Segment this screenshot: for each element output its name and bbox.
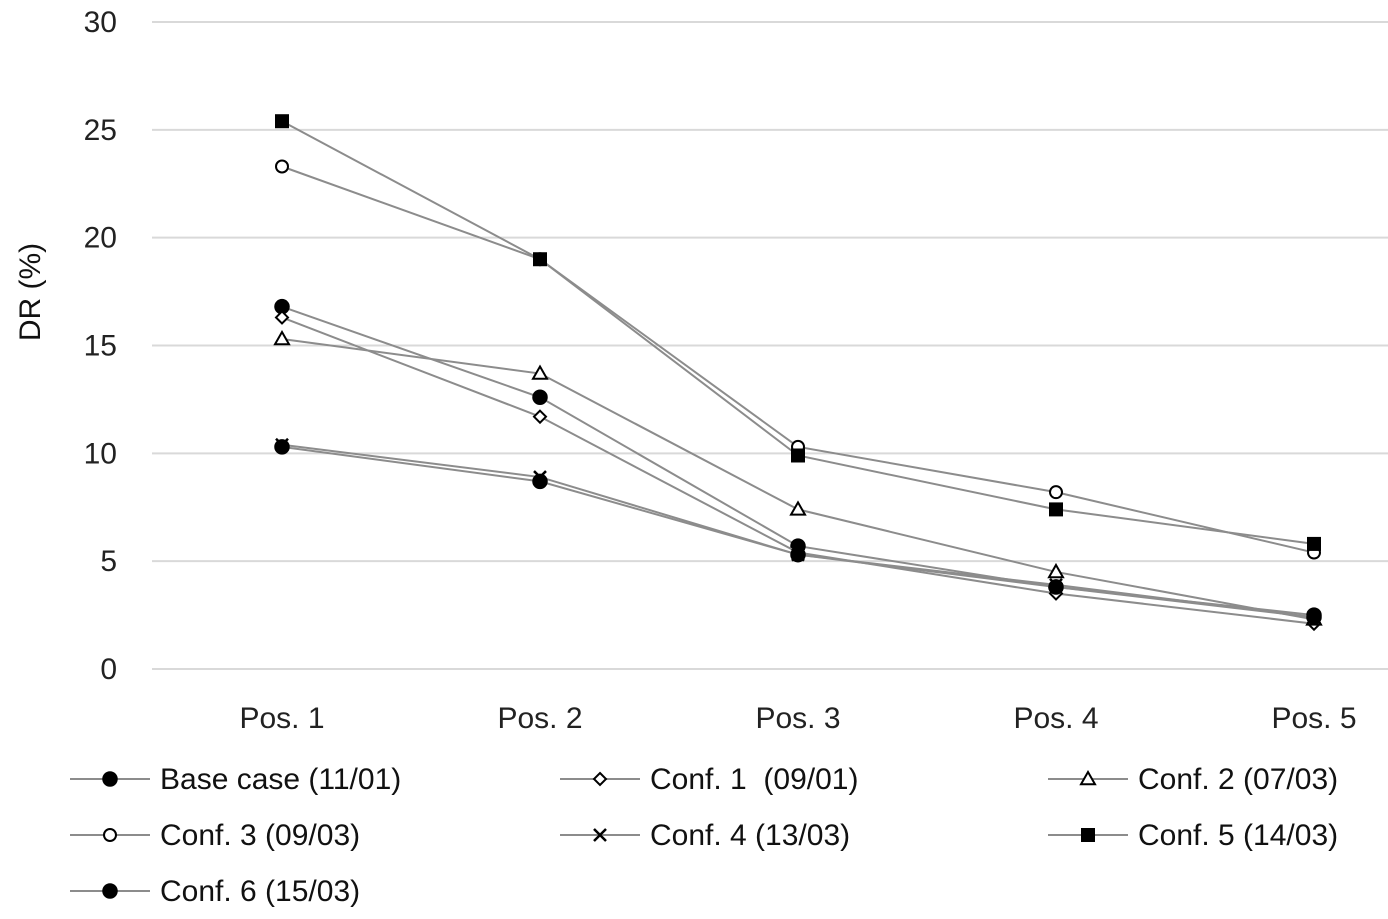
data-point [273, 330, 291, 346]
x-tick-label: Pos. 1 [239, 702, 324, 735]
legend-label: Conf. 6 (15/03) [160, 875, 360, 908]
y-tick-label: 30 [84, 6, 117, 39]
legend-label: Conf. 5 (14/03) [1138, 819, 1338, 852]
series-line [281, 120, 1315, 545]
data-point [532, 473, 548, 490]
y-axis-ticks: 0 5 10 15 20 25 30 [84, 6, 117, 686]
x-axis-ticks: Pos. 1 Pos. 2 Pos. 3 Pos. 4 Pos. 5 [239, 702, 1356, 735]
data-point [532, 389, 548, 406]
legend-label: Base case (11/01) [160, 763, 401, 796]
y-tick-label: 15 [84, 330, 117, 363]
series-line [281, 338, 1315, 621]
legend-label: Conf. 4 (13/03) [650, 819, 850, 852]
data-point [1049, 485, 1063, 500]
data-point [533, 252, 547, 267]
legend-marker [102, 771, 118, 787]
legend-marker [1079, 769, 1097, 786]
legend-entry: Conf. 3 (09/03) [70, 819, 360, 852]
x-tick-label: Pos. 3 [755, 702, 840, 735]
legend-marker [102, 883, 118, 899]
legend-entry: Conf. 6 (15/03) [70, 875, 360, 908]
data-point [1047, 562, 1065, 579]
x-tick-label: Pos. 4 [1013, 702, 1098, 735]
series-7 [274, 439, 1322, 625]
legend-marker [103, 828, 117, 842]
legend-label: Conf. 1 (09/01) [650, 763, 858, 796]
y-tick-label: 5 [100, 545, 117, 578]
y-tick-label: 20 [84, 222, 117, 255]
data-point [1048, 579, 1064, 595]
y-tick-label: 25 [84, 114, 117, 147]
legend-label: Conf. 2 (07/03) [1138, 763, 1338, 796]
data-point [1306, 609, 1322, 625]
series-4 [275, 159, 1321, 560]
legend-marker [593, 828, 607, 842]
legend-entry: Conf. 5 (14/03) [1048, 819, 1338, 852]
data-point [275, 159, 289, 174]
x-tick-label: Pos. 2 [497, 702, 582, 735]
data-point [1307, 536, 1321, 551]
legend-entry: Base case (11/01) [70, 763, 401, 796]
y-tick-label: 0 [100, 653, 117, 686]
legend-entry: Conf. 1 (09/01) [560, 763, 858, 796]
legend-label: Conf. 3 (09/03) [160, 819, 360, 852]
legend-marker [592, 771, 608, 787]
legend-entry: Conf. 4 (13/03) [560, 819, 850, 852]
series-line [281, 316, 1315, 625]
x-tick-label: Pos. 5 [1271, 702, 1356, 735]
legend: Base case (11/01) Conf. 1 (09/01) Conf. 2 … [70, 763, 1338, 908]
data-point [531, 364, 549, 380]
data-point [274, 439, 290, 455]
series-lines [273, 114, 1323, 632]
series-6 [275, 114, 1321, 551]
data-point [275, 114, 289, 129]
data-point [790, 546, 806, 563]
legend-entry: Conf. 2 (07/03) [1048, 763, 1338, 796]
data-point [1049, 502, 1063, 517]
y-tick-label: 10 [84, 437, 117, 470]
data-point [532, 409, 548, 425]
data-point [789, 500, 807, 516]
data-point [791, 448, 805, 463]
y-axis-title: DR (%) [14, 243, 47, 341]
data-point [274, 310, 290, 325]
legend-marker [1081, 828, 1095, 842]
